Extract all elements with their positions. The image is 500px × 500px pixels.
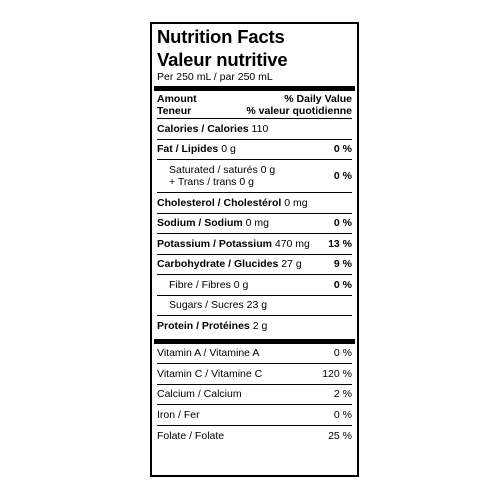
potassium-row: Potassium / Potassium 470 mg 13 %	[157, 234, 352, 255]
fibre-row: Fibre / Fibres 0 g 0 %	[157, 275, 352, 296]
iron-label: Iron / Fer	[157, 408, 200, 421]
fat-label: Fat / Lipides	[157, 143, 219, 156]
calories-amount: 110	[251, 122, 269, 135]
sodium-dv: 0 %	[333, 217, 352, 230]
saturated-label: Saturated / saturés 0 g	[169, 164, 276, 176]
sodium-label: Sodium / Sodium	[157, 217, 243, 230]
calcium-label: Calcium / Calcium	[157, 388, 242, 401]
thick-divider-vitamins	[154, 338, 355, 344]
daily-value-label-fr: % valeur quotidienne	[246, 105, 352, 117]
protein-label: Protein / Protéines	[157, 320, 250, 333]
saturated-trans-dv: 0 %	[333, 170, 352, 182]
saturated-trans-row: Saturated / saturés 0 g + Trans / trans …	[157, 160, 352, 193]
title-fr: Valeur nutritive	[157, 49, 288, 70]
vitamin-a-dv: 0 %	[333, 347, 352, 360]
protein-row: Protein / Protéines 2 g	[157, 316, 352, 337]
vitamin-c-row: Vitamin C / Vitamine C 120 %	[157, 364, 352, 385]
thick-divider	[154, 86, 355, 91]
potassium-label: Potassium / Potassium	[157, 237, 272, 250]
protein-amount: 2 g	[252, 320, 268, 333]
carbohydrate-dv: 9 %	[333, 258, 352, 271]
sugars-label: Sugars / Sucres 23 g	[169, 299, 268, 312]
sodium-amount: 0 mg	[245, 217, 270, 230]
fibre-dv: 0 %	[333, 278, 352, 291]
cholesterol-label: Cholesterol / Cholestérol	[157, 196, 282, 209]
carbohydrate-label: Carbohydrate / Glucides	[157, 258, 279, 271]
amount-label-fr: Teneur	[157, 105, 192, 117]
serving-size: Per 250 mL / par 250 mL	[157, 71, 273, 83]
calcium-row: Calcium / Calcium 2 %	[157, 385, 352, 405]
calories-row: Calories / Calories 110	[157, 119, 352, 140]
folate-label: Folate / Folate	[157, 429, 225, 442]
iron-row: Iron / Fer 0 %	[157, 405, 352, 426]
fat-amount: 0 g	[221, 143, 236, 156]
cholesterol-amount: 0 mg	[284, 196, 308, 209]
vitamin-a-label: Vitamin A / Vitamine A	[157, 347, 260, 360]
column-header: Amount Teneur % Daily Value % valeur quo…	[157, 91, 352, 119]
calcium-dv: 2 %	[333, 388, 352, 401]
cholesterol-row: Cholesterol / Cholestérol 0 mg	[157, 193, 352, 214]
carbohydrate-amount: 27 g	[281, 258, 302, 271]
title-en: Nutrition Facts	[157, 26, 285, 47]
folate-row: Folate / Folate 25 %	[157, 426, 352, 447]
vitamin-c-dv: 120 %	[322, 367, 352, 380]
fibre-label: Fibre / Fibres 0 g	[169, 278, 249, 291]
vitamin-a-row: Vitamin A / Vitamine A 0 %	[157, 344, 352, 364]
trans-label: + Trans / trans 0 g	[169, 176, 254, 188]
fat-dv: 0 %	[333, 143, 352, 156]
potassium-amount: 470 mg	[274, 237, 310, 250]
sugars-row: Sugars / Sucres 23 g	[157, 296, 352, 316]
amount-label-en: Amount	[157, 93, 197, 105]
potassium-dv: 13 %	[328, 237, 352, 250]
calories-label: Calories / Calories	[157, 122, 249, 135]
fat-row: Fat / Lipides 0 g 0 %	[157, 140, 352, 160]
sodium-row: Sodium / Sodium 0 mg 0 %	[157, 214, 352, 234]
nutrition-facts-panel: Nutrition Facts Valeur nutritive Per 250…	[150, 22, 359, 477]
carbohydrate-row: Carbohydrate / Glucides 27 g 9 %	[157, 255, 352, 275]
daily-value-label-en: % Daily Value	[284, 93, 352, 105]
folate-dv: 25 %	[328, 429, 352, 442]
iron-dv: 0 %	[333, 408, 352, 421]
vitamin-c-label: Vitamin C / Vitamine C	[157, 367, 263, 380]
